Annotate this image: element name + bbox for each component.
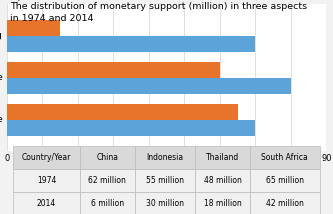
Bar <box>7 62 220 78</box>
Bar <box>7 104 237 120</box>
Bar <box>7 78 291 94</box>
Bar <box>7 36 255 52</box>
Text: The distribution of monetary support (million) in three aspects
in 1974 and 2014: The distribution of monetary support (mi… <box>10 2 307 23</box>
Text: (aspects): (aspects) <box>5 0 44 1</box>
Bar <box>7 120 255 135</box>
Bar <box>7 20 60 36</box>
